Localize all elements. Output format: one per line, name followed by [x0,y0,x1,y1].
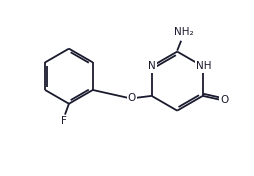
Text: O: O [128,93,136,103]
Text: NH: NH [196,61,212,71]
Text: F: F [61,117,67,127]
Text: O: O [220,95,229,105]
Text: N: N [148,61,155,71]
Text: NH₂: NH₂ [174,27,194,37]
